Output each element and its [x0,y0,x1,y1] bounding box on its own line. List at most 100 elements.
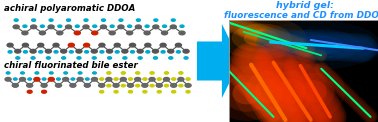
Circle shape [120,77,126,81]
Circle shape [22,43,28,47]
Circle shape [54,51,58,53]
Circle shape [62,57,66,59]
Circle shape [92,57,96,59]
Circle shape [48,25,54,29]
Circle shape [34,77,40,81]
Ellipse shape [223,75,271,112]
Circle shape [121,72,125,74]
Ellipse shape [276,29,360,61]
Circle shape [93,25,97,27]
Circle shape [5,77,11,81]
Ellipse shape [293,35,343,55]
Circle shape [39,51,43,53]
Circle shape [14,19,18,21]
Circle shape [84,84,90,87]
Circle shape [146,51,150,53]
Circle shape [107,72,111,74]
Circle shape [119,19,123,21]
Circle shape [178,77,184,81]
Circle shape [30,49,36,53]
Circle shape [67,19,71,21]
Circle shape [41,84,47,87]
Circle shape [19,77,26,81]
Circle shape [153,25,159,29]
Circle shape [46,57,50,59]
Circle shape [144,31,150,35]
Ellipse shape [301,80,326,102]
Circle shape [84,19,88,21]
Circle shape [22,31,28,35]
Circle shape [115,51,119,53]
Circle shape [175,43,181,47]
Circle shape [186,91,190,93]
Circle shape [136,19,140,21]
Ellipse shape [233,61,305,122]
Circle shape [135,25,141,29]
Circle shape [91,77,98,81]
Circle shape [143,91,147,93]
Circle shape [42,90,46,93]
Circle shape [129,91,133,93]
Circle shape [170,84,177,87]
Circle shape [150,84,154,87]
Circle shape [156,84,162,87]
Ellipse shape [232,82,261,104]
Ellipse shape [217,16,306,60]
Circle shape [57,31,63,35]
Circle shape [12,84,18,87]
Circle shape [163,77,169,81]
Circle shape [186,78,190,80]
Circle shape [101,25,107,29]
Circle shape [42,78,46,80]
Circle shape [127,84,133,87]
Circle shape [71,78,75,80]
Circle shape [100,51,104,53]
Circle shape [50,72,53,74]
Circle shape [110,25,114,27]
Circle shape [27,90,32,93]
Circle shape [28,78,31,80]
Circle shape [99,43,105,47]
Circle shape [130,43,136,47]
Ellipse shape [256,61,327,122]
Text: achiral polyaromatic DDOA: achiral polyaromatic DDOA [4,4,135,13]
Circle shape [21,72,24,74]
Circle shape [185,84,191,87]
Circle shape [7,43,13,47]
Polygon shape [197,24,240,98]
Circle shape [135,77,141,81]
Circle shape [60,49,67,53]
Circle shape [48,77,54,81]
Circle shape [127,31,133,35]
Circle shape [150,72,154,74]
Circle shape [49,19,53,21]
Circle shape [38,43,44,47]
Circle shape [63,77,69,81]
Circle shape [85,78,89,80]
Circle shape [114,43,120,47]
Circle shape [180,25,184,27]
Circle shape [75,25,79,27]
Circle shape [171,19,175,21]
Circle shape [35,72,39,74]
Circle shape [153,57,157,59]
Ellipse shape [243,29,279,47]
Circle shape [161,31,167,35]
Circle shape [106,77,112,81]
Circle shape [145,43,151,47]
Ellipse shape [256,20,378,70]
Circle shape [113,84,119,87]
Ellipse shape [211,66,282,121]
Circle shape [157,78,161,80]
Circle shape [31,57,35,59]
Circle shape [15,49,21,53]
Circle shape [114,91,118,93]
Circle shape [108,57,112,59]
Circle shape [53,43,59,47]
Circle shape [83,25,89,29]
Circle shape [39,31,45,35]
Circle shape [57,78,60,80]
Circle shape [6,72,10,74]
Circle shape [92,31,98,35]
Circle shape [149,77,155,81]
